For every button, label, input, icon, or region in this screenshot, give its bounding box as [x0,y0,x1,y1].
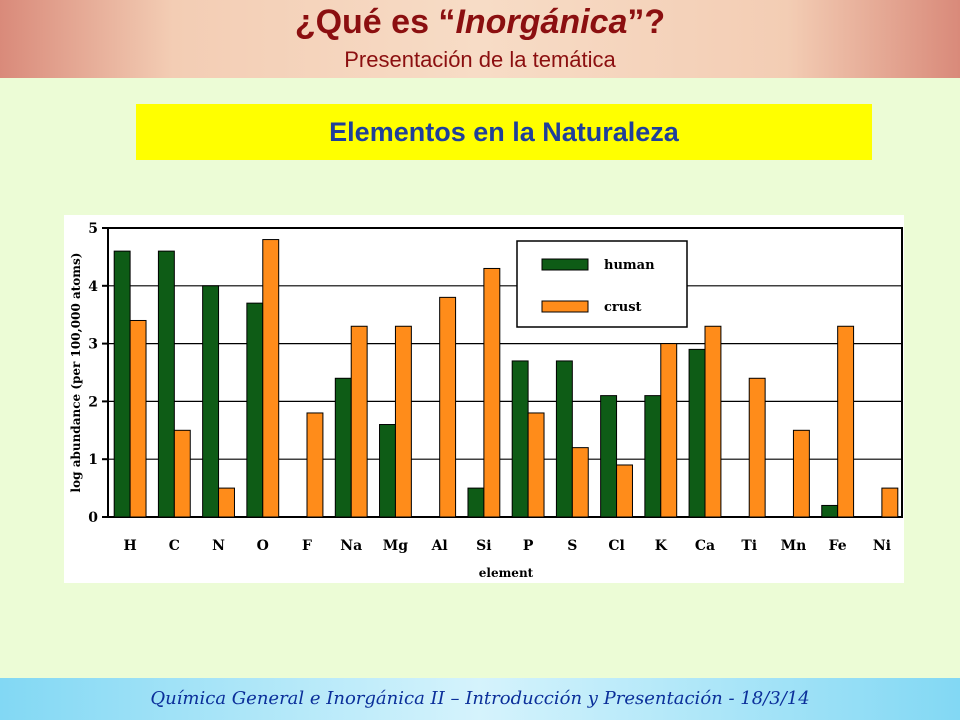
bar-human [511,360,529,518]
bar-crust [394,325,412,518]
bar-crust [837,325,855,518]
slide-subtitle: Presentación de la temática [344,47,616,72]
bar-crust [748,377,766,518]
bar-crust [704,325,722,518]
bar-crust [616,464,633,518]
section-banner: Elementos en la Naturaleza [136,104,872,160]
bar-crust [527,412,545,518]
bar-crust [881,487,899,518]
title-header: ¿Qué es “Inorgánica”? Presentación de la… [0,0,960,78]
bar-human [688,348,706,518]
bar-human [246,302,264,518]
bar-crust [350,325,368,518]
x-tick-label: Na [340,538,362,554]
bar-crust [660,343,678,518]
title-prefix: ¿Qué es “ [294,3,456,41]
x-tick-label: Ca [695,538,715,554]
x-tick-label: P [523,538,534,554]
bar-crust [262,239,280,518]
bar-crust [483,267,501,518]
y-tick-label: 5 [88,221,98,237]
bar-human [555,360,573,518]
bar-human [467,487,485,518]
footer-bar: Química General e Inorgánica II – Introd… [0,678,960,720]
y-tick-label: 0 [88,510,98,526]
bar-human [644,395,662,518]
x-tick-label: Ni [873,538,891,554]
x-tick-label: N [212,538,225,554]
bar-crust [792,429,810,518]
bar-crust [439,296,457,518]
x-tick-label: C [169,538,180,554]
x-tick-label: Fe [829,538,847,554]
bar-human [157,250,175,518]
bar-human [379,424,396,518]
x-tick-label: K [655,538,668,554]
bar-crust [571,447,589,518]
title-emphasis: Inorgánica [455,3,628,41]
x-tick-label: F [302,538,312,554]
bar-human [113,250,131,518]
x-axis-label: element [479,566,534,580]
legend-swatch-human [541,258,589,271]
legend-label-human: human [604,258,655,273]
bar-human [202,285,220,518]
plot-frame [107,227,903,518]
x-tick-label: H [123,538,136,554]
x-tick-label: Mn [781,538,807,554]
x-tick-label: Cl [608,538,624,554]
x-tick-label: Mg [383,538,408,554]
y-tick-label: 3 [88,337,98,353]
y-tick-label: 2 [88,394,98,410]
x-tick-label: Al [431,538,448,554]
x-tick-label: S [567,538,577,554]
legend-swatch-crust [541,300,589,313]
abundance-bar-chart: 0 1 2 3 4 5 H C N O F Na Mg Al Si P S Cl K Ca Ti Mn Fe Ni elemen… [69,221,903,580]
y-tick-label: 4 [88,279,98,295]
bar-crust [218,487,235,518]
bar-human [334,377,352,518]
x-tick-label: Si [476,538,491,554]
y-tick-label: 1 [88,452,98,468]
x-tick-label: O [257,538,269,554]
bar-human [821,504,839,518]
legend-label-crust: crust [604,300,642,315]
bar-crust [129,319,147,518]
bar-crust [173,429,191,518]
legend-box [516,240,688,328]
chart-panel: 0 1 2 3 4 5 H C N O F Na Mg Al Si P S Cl K Ca Ti Mn Fe Ni elemen… [64,215,904,583]
slide-title: ¿Qué es “Inorgánica”? [0,2,960,42]
bar-human [600,395,618,518]
x-tick-label: Ti [741,538,757,554]
y-axis-label: log abundance (per 100,000 atoms) [69,253,83,493]
title-suffix: ”? [627,3,666,41]
bar-crust [306,412,324,518]
